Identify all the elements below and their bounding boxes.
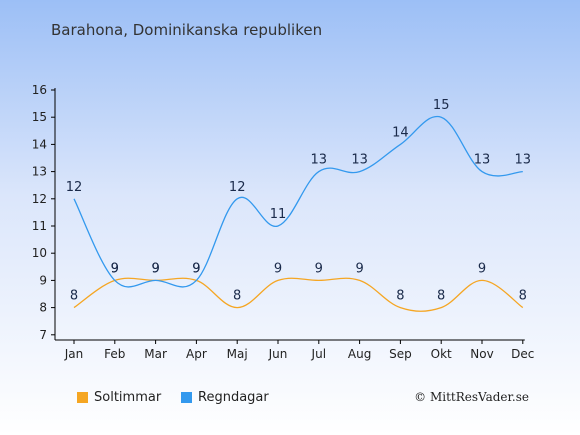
x-tick-label: Apr bbox=[186, 347, 207, 361]
y-tick-label: 14 bbox=[32, 137, 47, 151]
data-label-soltimmar: 8 bbox=[70, 289, 78, 304]
x-tick-label: Aug bbox=[348, 347, 371, 361]
data-label-regndagar: 13 bbox=[351, 153, 368, 168]
x-tick-label: Sep bbox=[389, 347, 412, 361]
y-tick-label: 16 bbox=[32, 83, 47, 97]
data-label-soltimmar: 9 bbox=[315, 261, 323, 276]
y-tick-label: 7 bbox=[39, 328, 47, 342]
y-tick-label: 12 bbox=[32, 192, 47, 206]
x-tick-label: Feb bbox=[104, 347, 125, 361]
legend-item-soltimmar: Soltimmar bbox=[77, 390, 161, 405]
data-label-regndagar: 11 bbox=[270, 207, 287, 222]
data-label-regndagar: 13 bbox=[515, 153, 532, 168]
data-label-regndagar: 15 bbox=[433, 98, 450, 113]
data-label-soltimmar: 8 bbox=[437, 289, 445, 304]
data-label-regndagar: 9 bbox=[151, 261, 159, 276]
legend-item-regndagar: Regndagar bbox=[181, 390, 269, 405]
x-tick-label: Jun bbox=[268, 347, 288, 361]
data-label-soltimmar: 9 bbox=[478, 261, 486, 276]
y-tick-label: 15 bbox=[32, 110, 47, 124]
x-tick-label: Okt bbox=[431, 347, 452, 361]
data-label-soltimmar: 8 bbox=[396, 289, 404, 304]
data-label-regndagar: 12 bbox=[229, 180, 246, 195]
x-tick-label: Dec bbox=[511, 347, 534, 361]
x-tick-label: Nov bbox=[470, 347, 493, 361]
y-tick-label: 10 bbox=[32, 246, 47, 260]
x-tick-label: Jan bbox=[64, 347, 84, 361]
legend-swatch-regndagar bbox=[181, 392, 192, 403]
data-label-regndagar: 14 bbox=[392, 125, 409, 140]
data-label-soltimmar: 8 bbox=[233, 289, 241, 304]
y-tick-label: 9 bbox=[39, 273, 47, 287]
data-label-soltimmar: 9 bbox=[355, 261, 363, 276]
data-label-soltimmar: 9 bbox=[192, 261, 200, 276]
legend-label-soltimmar: Soltimmar bbox=[94, 390, 162, 405]
site-credit: © MittResVader.se bbox=[414, 390, 529, 404]
data-label-regndagar: 13 bbox=[311, 153, 328, 168]
series-line-regndagar bbox=[73, 115, 523, 288]
y-tick-label: 8 bbox=[39, 301, 47, 315]
chart-title: Barahona, Dominikanska republiken bbox=[51, 21, 323, 39]
x-tick-label: Jul bbox=[311, 347, 326, 361]
data-label-soltimmar: 9 bbox=[151, 261, 159, 276]
legend-label-regndagar: Regndagar bbox=[198, 390, 269, 405]
data-label-soltimmar: 8 bbox=[519, 289, 527, 304]
y-tick-label: 11 bbox=[32, 219, 47, 233]
legend-swatch-soltimmar bbox=[77, 392, 88, 403]
data-label-regndagar: 13 bbox=[474, 153, 491, 168]
x-tick-label: Mar bbox=[144, 347, 167, 361]
data-label-soltimmar: 9 bbox=[111, 261, 119, 276]
data-label-regndagar: 12 bbox=[66, 180, 83, 195]
data-label-regndagar: 9 bbox=[111, 261, 119, 276]
x-tick-label: Maj bbox=[227, 347, 248, 361]
data-label-regndagar: 9 bbox=[192, 261, 200, 276]
y-tick-label: 13 bbox=[32, 165, 47, 179]
data-label-soltimmar: 9 bbox=[274, 261, 282, 276]
